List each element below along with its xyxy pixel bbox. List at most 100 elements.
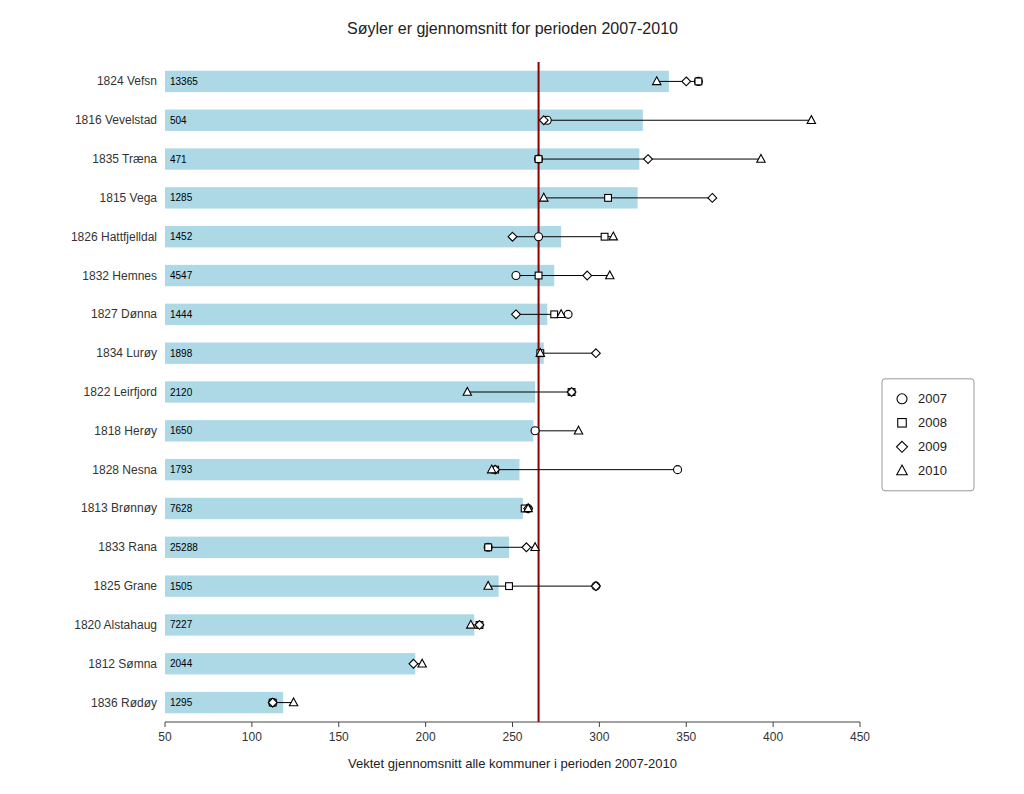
year-marker xyxy=(475,621,484,630)
chart: Søyler er gjennomsnitt for perioden 2007… xyxy=(0,0,1024,794)
year-marker xyxy=(409,659,418,668)
year-marker xyxy=(653,77,661,85)
year-marker xyxy=(807,116,815,124)
category-label: 1822 Leirfjord xyxy=(84,385,157,399)
x-tick-label: 450 xyxy=(850,730,870,744)
year-marker xyxy=(557,310,565,318)
x-tick xyxy=(860,722,861,727)
plot-area xyxy=(165,62,816,722)
year-marker xyxy=(522,543,531,552)
x-tick-label: 400 xyxy=(763,730,783,744)
year-marker xyxy=(508,232,517,241)
population-label: 1452 xyxy=(170,231,193,242)
year-marker xyxy=(268,698,277,707)
year-marker xyxy=(512,272,520,280)
legend-frame xyxy=(882,379,974,491)
population-label: 1444 xyxy=(170,309,193,320)
category-label: 1826 Hattfjelldal xyxy=(71,230,157,244)
year-marker xyxy=(551,311,558,318)
category-label: 1833 Rana xyxy=(98,540,157,554)
population-label: 1505 xyxy=(170,581,193,592)
population-label: 1898 xyxy=(170,348,193,359)
bar xyxy=(165,304,547,325)
x-tick xyxy=(251,722,252,727)
year-marker xyxy=(531,427,539,435)
legend-marker xyxy=(897,441,908,452)
range-line xyxy=(513,236,614,237)
year-marker xyxy=(682,77,691,86)
year-marker xyxy=(512,310,521,319)
year-marker xyxy=(418,659,426,667)
year-marker xyxy=(487,465,495,473)
x-tick xyxy=(165,722,166,727)
bar xyxy=(165,614,474,635)
bar xyxy=(165,459,519,480)
x-tick-label: 350 xyxy=(676,730,696,744)
year-marker xyxy=(485,544,492,551)
year-marker xyxy=(289,698,297,706)
x-tick-label: 150 xyxy=(329,730,349,744)
year-marker xyxy=(757,154,765,162)
legend-marker xyxy=(897,394,907,404)
x-tick-label: 200 xyxy=(416,730,436,744)
population-label: 25288 xyxy=(170,542,198,553)
legend-label: 2009 xyxy=(918,439,947,454)
category-label: 1824 Vefsn xyxy=(97,74,157,88)
year-marker xyxy=(583,271,592,280)
year-marker xyxy=(506,583,513,590)
year-marker xyxy=(269,699,277,707)
population-label: 4547 xyxy=(170,270,193,281)
population-label: 504 xyxy=(170,115,187,126)
population-label: 2044 xyxy=(170,658,193,669)
legend-label: 2008 xyxy=(918,415,947,430)
bar xyxy=(165,575,499,596)
bar xyxy=(165,226,561,247)
x-tick xyxy=(338,722,339,727)
year-marker xyxy=(531,543,539,551)
year-marker xyxy=(535,233,543,241)
year-marker xyxy=(524,504,532,512)
year-marker xyxy=(592,349,601,358)
bar xyxy=(165,420,533,441)
year-marker xyxy=(540,193,548,201)
year-marker xyxy=(592,582,600,590)
range-line xyxy=(492,469,678,470)
x-tick-label: 50 xyxy=(158,730,172,744)
year-marker xyxy=(535,272,542,279)
year-marker xyxy=(568,389,575,396)
year-marker xyxy=(536,349,544,357)
range-line xyxy=(544,120,812,121)
category-label: 1835 Træna xyxy=(92,152,157,166)
range-line xyxy=(544,197,713,198)
population-label: 471 xyxy=(170,154,187,165)
legend-marker xyxy=(897,465,908,475)
year-marker xyxy=(484,543,492,551)
category-label: 1825 Grane xyxy=(94,579,158,593)
category-label: 1816 Vevelstad xyxy=(75,113,157,127)
bar xyxy=(165,498,523,519)
x-tick-label: 100 xyxy=(242,730,262,744)
x-tick xyxy=(773,722,774,727)
year-marker xyxy=(708,193,717,202)
range-line xyxy=(535,430,578,431)
category-label: 1818 Herøy xyxy=(94,424,157,438)
bar xyxy=(165,71,669,92)
category-label: 1827 Dønna xyxy=(91,307,157,321)
range-line xyxy=(467,392,571,393)
x-axis-label: Vektet gjennomsnitt alle kommuner i peri… xyxy=(348,756,677,771)
year-marker xyxy=(605,194,612,201)
x-tick xyxy=(686,722,687,727)
bar xyxy=(165,265,554,286)
year-marker xyxy=(539,116,548,125)
year-marker xyxy=(694,77,702,85)
legend-label: 2010 xyxy=(918,463,947,478)
year-marker xyxy=(601,233,608,240)
year-marker xyxy=(695,78,702,85)
year-marker xyxy=(524,504,533,513)
population-label: 2120 xyxy=(170,387,193,398)
bar xyxy=(165,343,544,364)
year-marker xyxy=(592,582,601,591)
category-label: 1812 Sømna xyxy=(88,657,157,671)
category-label: 1832 Hemnes xyxy=(82,269,157,283)
year-marker xyxy=(484,582,492,590)
